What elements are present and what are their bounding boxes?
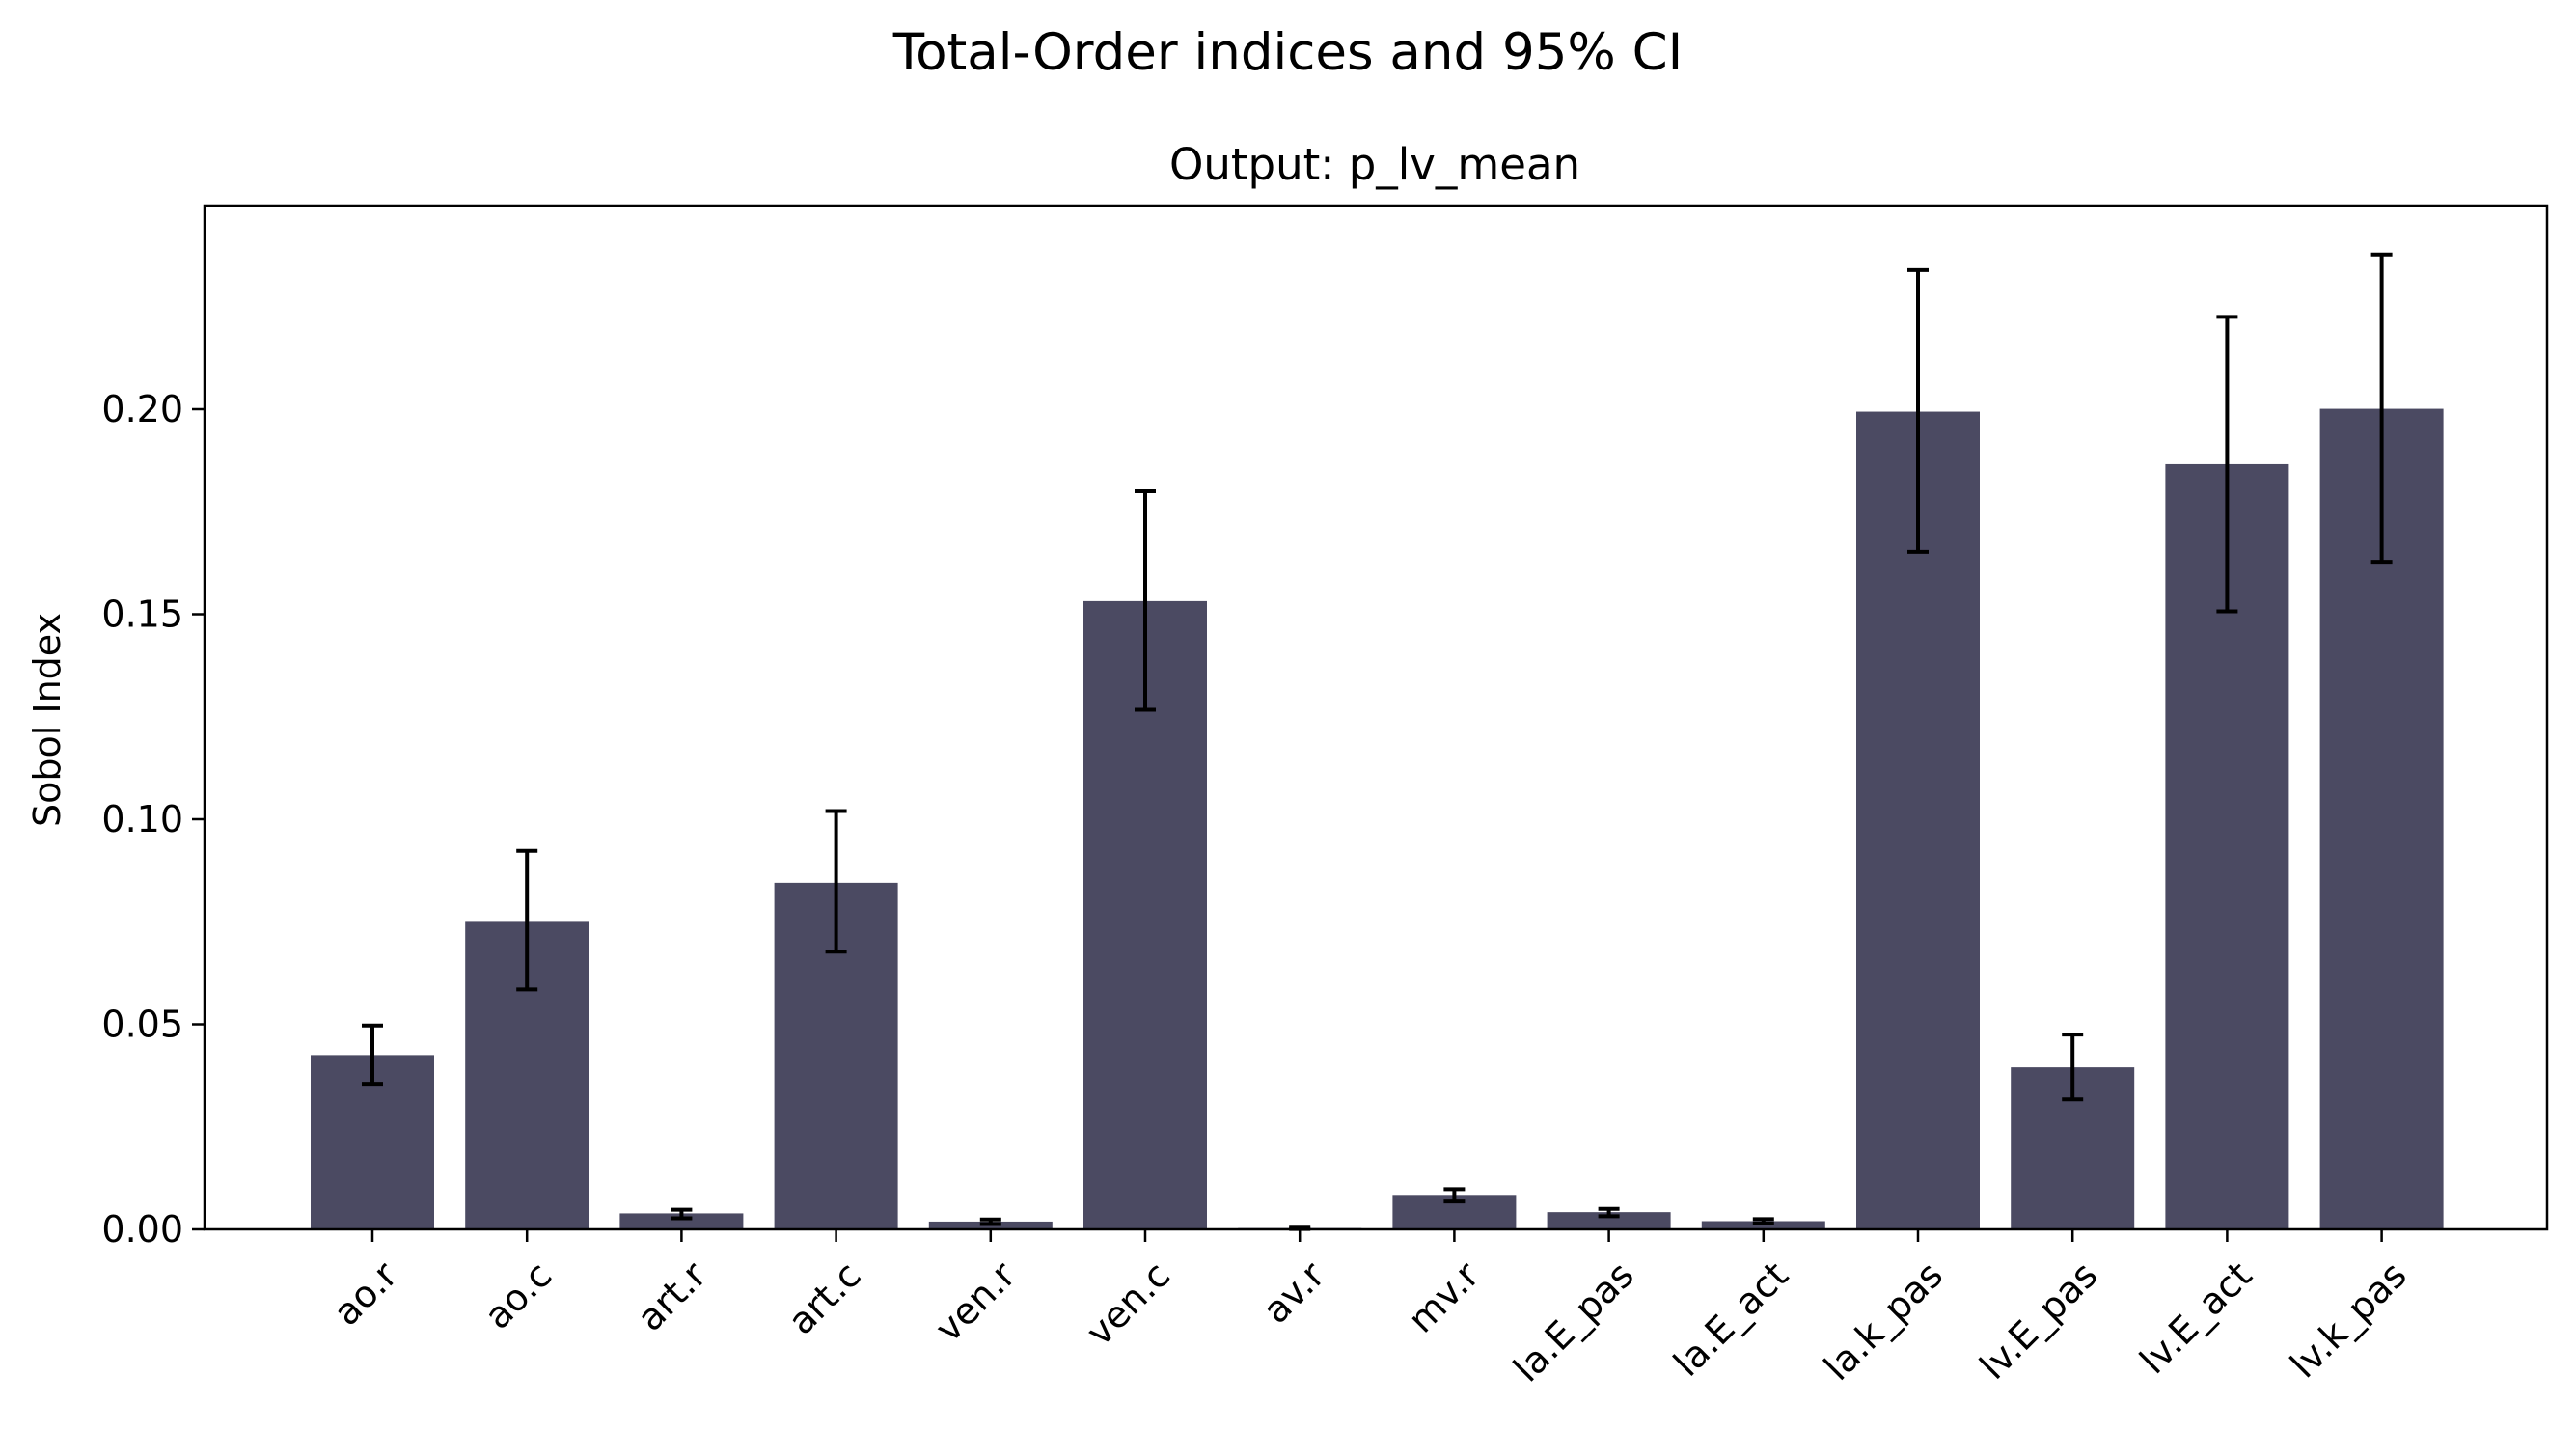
error-bar	[671, 1207, 693, 1221]
error-bar	[2062, 1033, 2084, 1102]
error-bar	[2370, 252, 2393, 565]
x-tick-label: ao.r	[325, 1253, 405, 1334]
chart-suptitle: Total-Order indices and 95% CI	[892, 23, 1684, 82]
chart-title: Output: p_lv_mean	[1169, 139, 1580, 190]
error-bar	[2216, 315, 2238, 614]
x-tick-label: ven.c	[1078, 1253, 1178, 1354]
error-bar	[825, 809, 847, 954]
x-tick-label: la.E_act	[1665, 1253, 1796, 1385]
error-bar	[979, 1217, 1001, 1226]
y-tick-label: 0.00	[101, 1208, 183, 1251]
y-tick-label: 0.10	[101, 798, 183, 840]
bars	[311, 408, 2444, 1229]
x-tick-label: lv.E_pas	[1971, 1253, 2105, 1388]
error-bar	[1443, 1187, 1466, 1204]
x-tick-label: lv.k_pas	[2282, 1253, 2414, 1386]
x-tick-label: la.E_pas	[1505, 1253, 1642, 1391]
y-tick-label: 0.15	[101, 593, 183, 636]
error-bar	[1752, 1217, 1774, 1226]
error-bar	[362, 1023, 383, 1087]
bar	[1547, 1212, 1671, 1229]
error-bar	[516, 848, 538, 992]
x-ticks: ao.r ao.c art.r art.c ven.r ven.c av.r mv.r la.E…	[325, 1229, 2415, 1391]
x-tick-label: la.k_pas	[1816, 1253, 1951, 1389]
x-tick-label: ven.r	[927, 1253, 1024, 1350]
bar	[619, 1213, 744, 1229]
x-tick-label: art.r	[629, 1253, 715, 1339]
x-tick-label: ao.c	[476, 1253, 560, 1337]
y-tick-label: 0.20	[101, 388, 183, 430]
error-bar	[1135, 489, 1156, 712]
x-tick-label: av.r	[1254, 1253, 1332, 1332]
x-tick-label: mv.r	[1400, 1253, 1488, 1341]
error-bar	[1598, 1206, 1620, 1219]
y-ticks: 0.00 0.05 0.10 0.15 0.20	[101, 388, 205, 1251]
y-tick-label: 0.05	[101, 1004, 183, 1046]
error-bar	[1907, 267, 1929, 554]
error-bars	[362, 252, 2393, 1231]
x-tick-label: lv.E_act	[2131, 1253, 2260, 1382]
plot-frame	[203, 204, 2549, 1231]
x-tick-label: art.c	[780, 1253, 868, 1342]
y-axis-label: Sobol Index	[26, 613, 69, 827]
